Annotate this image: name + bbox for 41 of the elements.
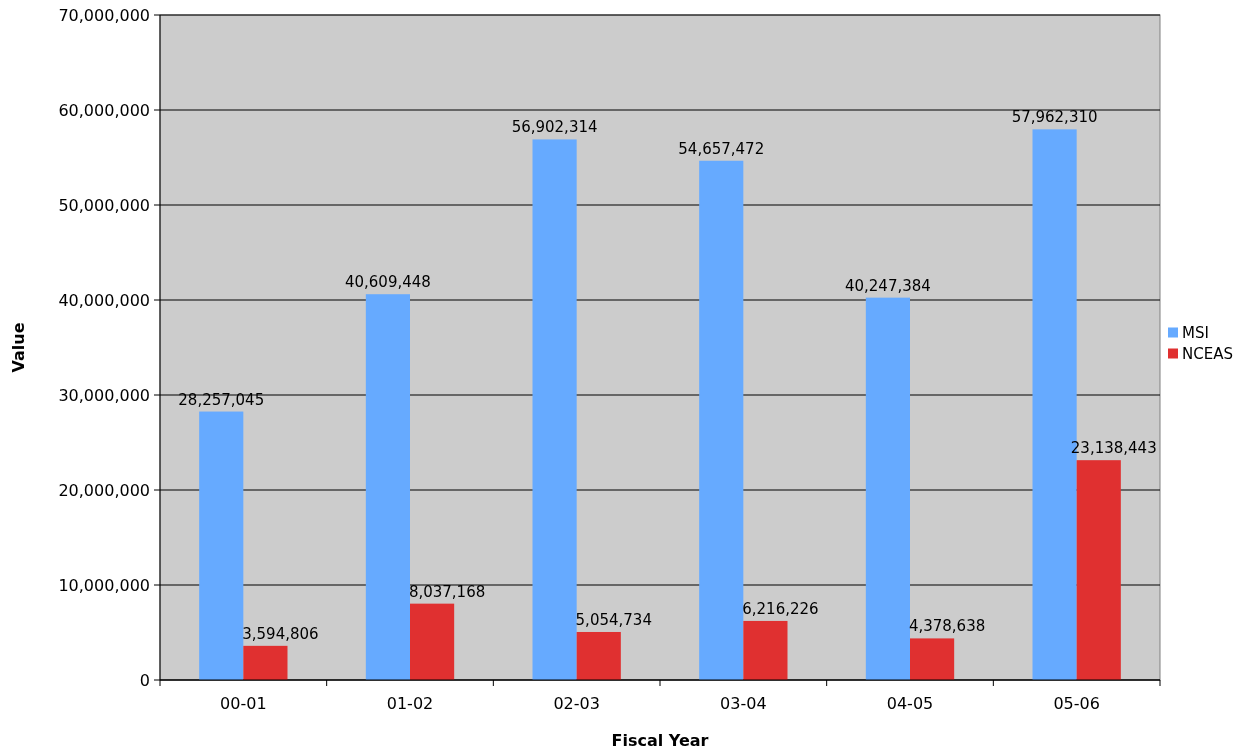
bar xyxy=(910,638,955,680)
x-tick-label: 04-05 xyxy=(886,694,934,713)
y-tick-label: 60,000,000 xyxy=(58,100,150,120)
legend-label: NCEAS xyxy=(1182,344,1233,363)
bar xyxy=(365,294,410,680)
data-label: 28,257,045 xyxy=(178,390,265,409)
x-tick-label: 01-02 xyxy=(386,694,434,713)
x-tick-label: 00-01 xyxy=(220,694,267,713)
legend-label: MSI xyxy=(1182,323,1209,342)
bar xyxy=(243,645,288,680)
x-axis-title: Fiscal Year xyxy=(611,731,709,750)
y-tick-label: 50,000,000 xyxy=(58,195,150,215)
y-tick-label: 20,000,000 xyxy=(58,480,150,500)
x-tick-label: 03-04 xyxy=(720,694,767,713)
data-label: 40,247,384 xyxy=(844,276,931,295)
bar xyxy=(743,620,788,680)
data-label: 5,054,734 xyxy=(575,610,652,629)
data-label: 56,902,314 xyxy=(511,118,598,137)
data-label: 54,657,472 xyxy=(678,139,765,158)
x-tick-label: 05-06 xyxy=(1053,694,1100,713)
data-label: 23,138,443 xyxy=(1070,439,1157,458)
bar xyxy=(532,139,577,680)
data-label: 40,609,448 xyxy=(344,273,431,292)
bar xyxy=(410,603,455,680)
y-tick-label: 40,000,000 xyxy=(58,290,150,310)
data-label: 6,216,226 xyxy=(742,599,819,618)
y-tick-label: 0 xyxy=(139,670,150,690)
bar xyxy=(865,297,910,680)
y-tick-label: 70,000,000 xyxy=(58,5,150,25)
bar xyxy=(199,411,244,680)
y-tick-label: 10,000,000 xyxy=(58,575,150,595)
bar xyxy=(1076,460,1121,680)
data-label: 57,962,310 xyxy=(1011,108,1098,127)
y-axis-title: Value xyxy=(9,322,28,373)
y-tick-label: 30,000,000 xyxy=(58,385,150,405)
data-label: 3,594,806 xyxy=(242,624,319,643)
x-tick-label: 02-03 xyxy=(553,694,600,713)
data-label: 8,037,168 xyxy=(408,582,486,601)
bar xyxy=(576,631,621,680)
data-label: 4,378,638 xyxy=(908,617,986,636)
bar xyxy=(699,160,744,680)
